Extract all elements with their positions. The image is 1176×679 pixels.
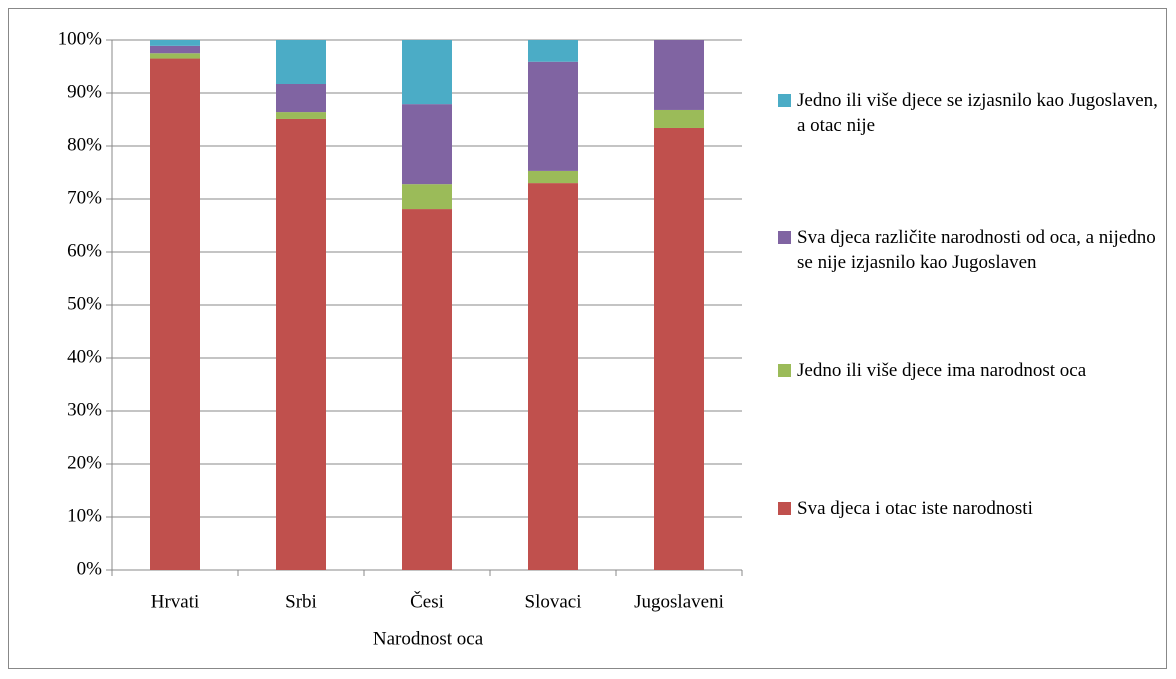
bar-segment — [654, 127, 704, 570]
y-tick-label: 90% — [67, 81, 102, 102]
x-tick-label: Slovaci — [525, 591, 582, 612]
legend-item: Sva djeca različite narodnosti od oca, a… — [778, 225, 1158, 275]
x-axis-title: Narodnost oca — [373, 628, 484, 649]
bar-segment — [150, 53, 200, 59]
bar-segment — [654, 40, 704, 110]
bar-segment — [528, 61, 578, 171]
y-tick-label: 30% — [67, 399, 102, 420]
y-tick-label: 70% — [67, 187, 102, 208]
bar-segment — [528, 170, 578, 184]
bar-segment — [654, 109, 704, 128]
y-tick-label: 10% — [67, 505, 102, 526]
chart-border — [8, 8, 1167, 669]
bar-segment — [150, 45, 200, 54]
bar-segment — [150, 58, 200, 571]
legend-item: Jedno ili više djece ima narodnost oca — [778, 358, 1158, 383]
legend-label: Sva djeca različite narodnosti od oca, a… — [797, 227, 1156, 273]
y-tick-label: 50% — [67, 293, 102, 314]
legend-label: Jedno ili više djece ima narodnost oca — [797, 360, 1087, 381]
x-tick-label: Srbi — [285, 591, 317, 612]
legend-swatch — [778, 364, 791, 377]
y-tick-label: 80% — [67, 134, 102, 155]
y-tick-label: 60% — [67, 240, 102, 261]
x-tick-label: Hrvati — [151, 591, 200, 612]
legend-swatch — [778, 94, 791, 107]
bar-segment — [528, 40, 578, 62]
legend-item: Sva djeca i otac iste narodnosti — [778, 496, 1158, 521]
y-tick-label: 40% — [67, 346, 102, 367]
legend-swatch — [778, 231, 791, 244]
bar-segment — [150, 40, 200, 46]
bar-segment — [276, 112, 326, 119]
bar-segment — [402, 104, 452, 185]
bar-segment — [276, 118, 326, 570]
bar-segment — [402, 209, 452, 570]
y-tick-label: 20% — [67, 452, 102, 473]
legend-label: Jedno ili više djece se izjasnilo kao Ju… — [797, 90, 1158, 136]
y-tick-label: 100% — [58, 28, 103, 49]
x-tick-label: Jugoslaveni — [634, 591, 724, 612]
x-tick-label: Česi — [410, 590, 444, 612]
legend-label: Sva djeca i otac iste narodnosti — [797, 498, 1033, 519]
y-tick-label: 0% — [77, 558, 103, 579]
bar-segment — [528, 183, 578, 570]
bar-segment — [276, 83, 326, 113]
bar-segment — [276, 40, 326, 84]
bar-segment — [402, 40, 452, 105]
bar-segment — [402, 184, 452, 210]
legend-swatch — [778, 502, 791, 515]
legend-item: Jedno ili više djece se izjasnilo kao Ju… — [778, 88, 1158, 138]
